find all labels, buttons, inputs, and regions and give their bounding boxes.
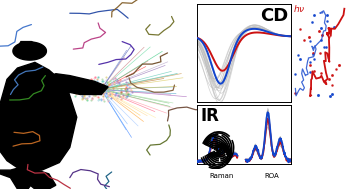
Polygon shape bbox=[14, 168, 56, 189]
Text: IR: IR bbox=[201, 107, 220, 125]
Polygon shape bbox=[14, 42, 42, 53]
Polygon shape bbox=[0, 62, 77, 170]
Polygon shape bbox=[42, 74, 108, 94]
Polygon shape bbox=[0, 166, 35, 189]
Text: $h\nu$: $h\nu$ bbox=[292, 3, 305, 14]
Polygon shape bbox=[13, 42, 46, 60]
Text: CD: CD bbox=[260, 7, 289, 25]
Text: ROA: ROA bbox=[265, 173, 280, 179]
Text: Raman: Raman bbox=[210, 173, 234, 179]
